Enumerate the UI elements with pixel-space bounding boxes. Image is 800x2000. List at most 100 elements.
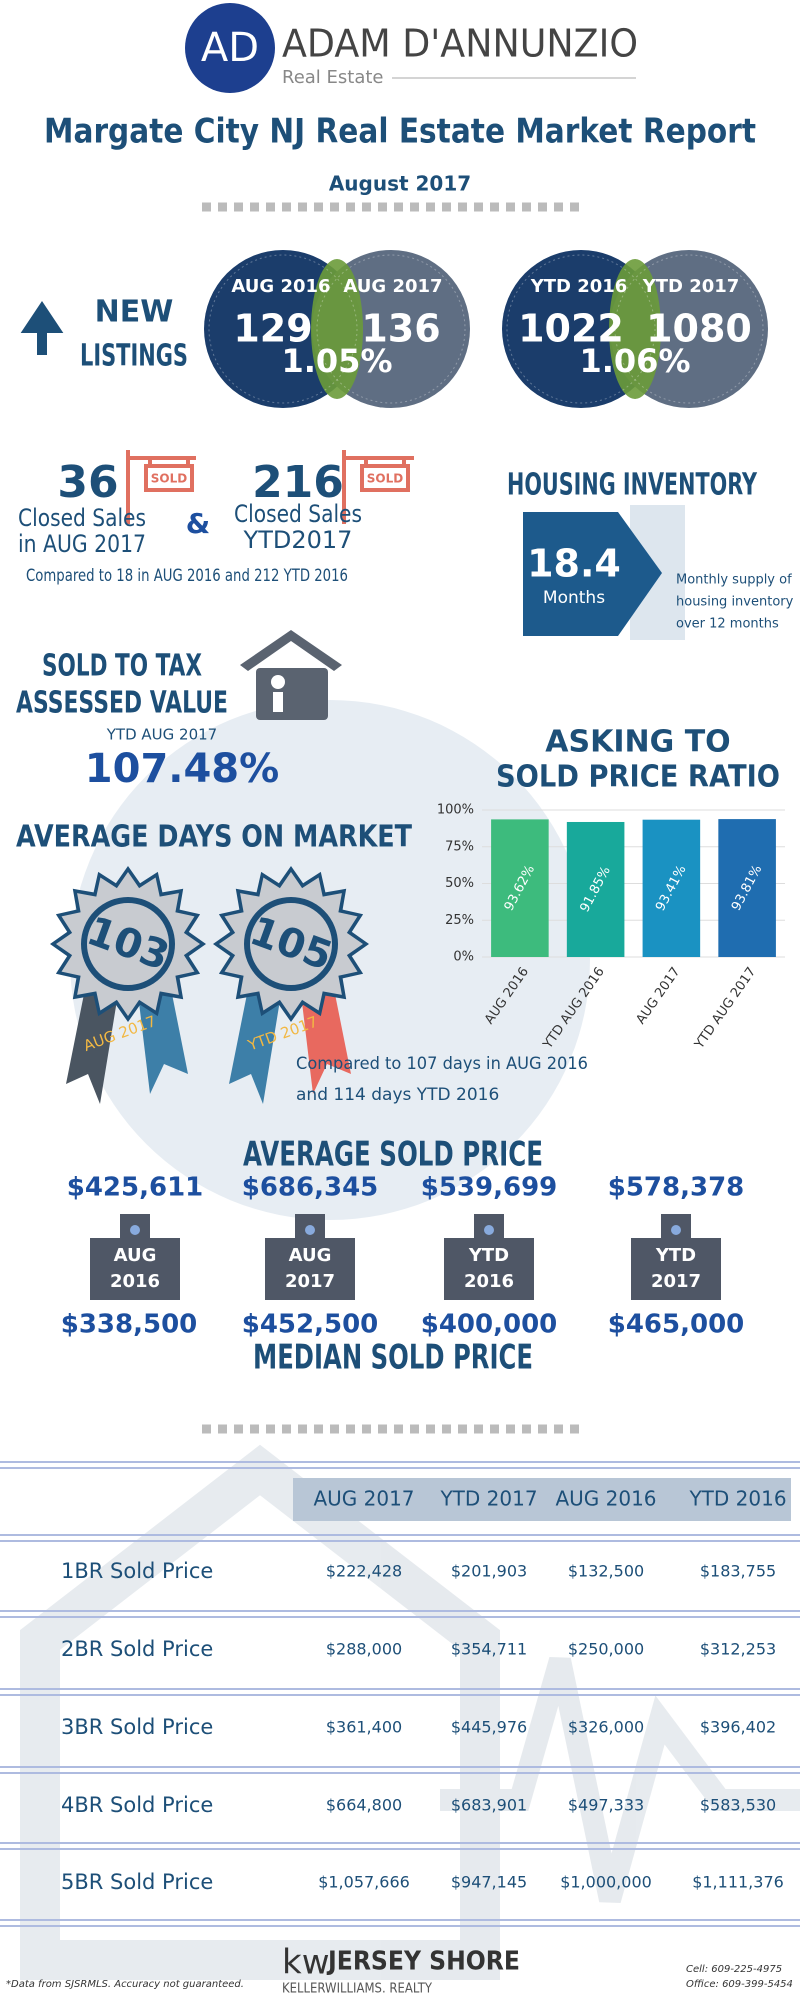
y-tick-label: 75% [445,839,474,854]
cell: $1,000,000 [560,1873,652,1892]
page-title: Margate City NJ Real Estate Market Repor… [44,112,756,152]
badge-ring [81,897,175,991]
graphic: AUG 2017 YTD 2017 AUG 2016 YTD 2016 1BR Sold… [0,1461,800,1927]
tax-subtitle: YTD AUG 2017 [106,726,217,744]
contact-cell: Cell: 609-225-4975 [686,1964,782,1975]
x-tick-label: YTD AUG 2017 [691,965,759,1053]
cell: $222,428 [326,1562,402,1581]
closed-sales-label: in AUG 2017 [18,530,146,558]
building-label: YTD [655,1245,696,1266]
closed-sales-label: Closed Sales [18,504,146,532]
inventory-value: 18.4 [527,542,621,586]
y-tick-label: 0% [453,950,474,965]
bar [718,819,776,957]
logo-initials: AD [201,25,259,71]
brand-name: ADAM D'ANNUNZIO [282,22,638,66]
tax-value: 107.48% [85,746,279,792]
graphic [256,668,328,720]
cell: $250,000 [568,1640,644,1659]
building [444,1238,534,1300]
bar [491,819,549,957]
venn-ring [506,254,656,404]
cell: $1,057,666 [318,1873,410,1892]
venn-change: 1.05% [281,342,392,380]
building [90,1238,180,1300]
venn-label: YTD 2016 [530,276,628,297]
cell: $312,253 [700,1640,776,1659]
cell: $201,903 [451,1562,527,1581]
brand-mark: kw [282,1943,330,1983]
brand-sub: KELLERWILLIAMS. REALTY [282,1982,432,1997]
cell: $1,111,376 [692,1873,784,1892]
average-price: $539,699 [421,1173,558,1203]
graphic [360,464,410,492]
x-tick-label: AUG 2017 [634,965,684,1027]
venn-ring [614,254,764,404]
bar [566,821,625,957]
sign-text: SOLD [367,472,403,486]
cell: $326,000 [568,1718,644,1737]
inventory-box [523,512,662,636]
average-price: $686,345 [242,1173,379,1203]
sold-sign [126,450,414,524]
row-label: 3BR Sold Price [61,1715,213,1739]
cell: $396,402 [700,1718,776,1737]
chart-title: ASKING TO [545,725,730,760]
building [631,1238,721,1300]
house-icon [240,630,342,720]
cell: $683,901 [451,1796,527,1815]
row-label: 5BR Sold Price [61,1870,213,1894]
cell: $583,530 [700,1796,776,1815]
graphic [240,630,342,671]
building-label: 2017 [285,1271,335,1292]
brand-name: JERSEY SHORE [326,1947,520,1977]
venn-value: 129 [233,307,312,351]
median-price: $338,500 [61,1310,198,1340]
closed-sales-label: YTD2017 [243,526,353,554]
cell: $183,755 [700,1562,776,1581]
chart-title: SOLD PRICE RATIO [496,760,780,795]
venn-value: 1022 [518,307,624,351]
column-header: AUG 2017 [313,1487,414,1511]
brand-tagline: Real Estate [282,67,384,88]
bar [642,819,701,957]
badge-ring [244,897,338,991]
tax-title: SOLD TO TAX [42,649,202,684]
inventory-description: Monthly supply of [676,573,792,588]
closed-sales-value: 36 [57,457,118,508]
median-price: $400,000 [421,1310,558,1340]
average-price: $425,611 [67,1173,204,1203]
listings-label: NEW [95,295,174,330]
inventory-unit: Months [543,588,605,608]
venn-overlap [311,259,363,399]
building-label: AUG [114,1245,157,1266]
logo-circle [185,3,275,93]
closed-sales-note: Compared to 18 in AUG 2016 and 212 YTD 2… [26,566,348,586]
badge-star [219,872,363,1016]
dom-title: AVERAGE DAYS ON MARKET [16,820,412,855]
median-price: $452,500 [242,1310,379,1340]
venn-label: AUG 2017 [343,276,442,297]
report-date: August 2017 [329,172,471,196]
header-band [293,1478,791,1521]
building-label: YTD [468,1245,509,1266]
graphic [126,450,196,524]
venn-value: 1080 [646,307,752,351]
building [265,1238,355,1300]
graphic: $425,611 AUG 2016 $338,500 $686,345 AUG 2017 $4… [61,1173,745,1340]
venn-ring [316,254,466,404]
building-label: 2016 [110,1271,160,1292]
cell: $445,976 [451,1718,527,1737]
graphic [20,1444,500,1980]
building-light [484,1225,494,1235]
y-tick-label: 25% [445,913,474,928]
footer-note: *Data from SJSRMLS. Accuracy not guarant… [6,1979,244,1990]
cell: $664,800 [326,1796,402,1815]
cell: $361,400 [326,1718,402,1737]
graphic [273,692,283,712]
cell: $354,711 [451,1640,527,1659]
graphic [144,464,194,492]
venn-label: AUG 2016 [231,276,330,297]
